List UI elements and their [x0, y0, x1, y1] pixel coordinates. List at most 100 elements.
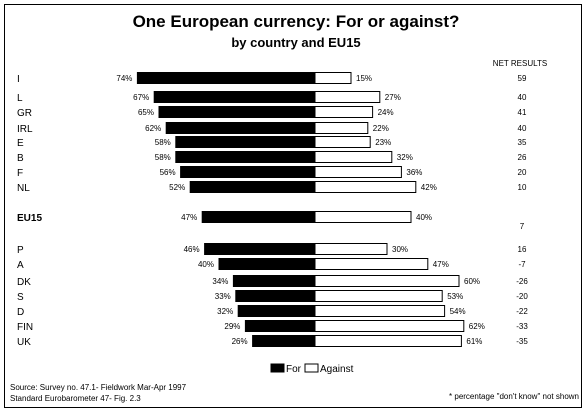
data-label-against: 42% [421, 183, 437, 192]
bar-against [314, 181, 417, 193]
bar-against [314, 211, 412, 223]
bar-for [232, 275, 316, 287]
net-result-value: 35 [518, 138, 527, 147]
net-result-value: 40 [518, 124, 527, 133]
category-label: A [17, 260, 24, 271]
bar-against [314, 91, 381, 103]
bar-against [314, 122, 369, 134]
category-label: NL [17, 183, 30, 194]
category-label: E [17, 138, 24, 149]
data-label-against: 32% [397, 153, 413, 162]
data-label-against: 61% [466, 337, 482, 346]
chart-frame [4, 4, 582, 408]
category-label: D [17, 307, 24, 318]
net-result-value: 10 [518, 183, 527, 192]
data-label-for: 56% [160, 168, 176, 177]
data-label-against: 22% [373, 124, 389, 133]
category-label: GR [17, 108, 32, 119]
chart-legend: For Against [270, 363, 354, 375]
bar-for [153, 91, 316, 103]
data-label-for: 26% [232, 337, 248, 346]
bar-against [314, 335, 462, 347]
footer-note: * percentage "don't know" not shown [449, 392, 579, 401]
data-label-against: 24% [378, 108, 394, 117]
bar-for [175, 136, 316, 148]
bar-against [314, 305, 446, 317]
net-result-value: -26 [516, 277, 528, 286]
category-label: I [17, 74, 20, 85]
category-label: DK [17, 277, 31, 288]
legend-against-swatch [304, 363, 319, 373]
bar-against [314, 320, 465, 332]
bar-for [175, 151, 316, 163]
bar-for [136, 72, 316, 84]
net-results-header: NET RESULTS [493, 59, 547, 68]
bar-against [314, 258, 429, 270]
bar-against [314, 136, 371, 148]
category-label: EU15 [17, 213, 42, 224]
net-result-value: -33 [516, 322, 528, 331]
category-label: L [17, 93, 23, 104]
bar-for [180, 166, 316, 178]
legend-for-swatch [270, 363, 285, 373]
bar-for [237, 305, 316, 317]
net-result-value: 26 [518, 153, 527, 162]
data-label-against: 62% [469, 322, 485, 331]
data-label-against: 60% [464, 277, 480, 286]
bar-against [314, 166, 402, 178]
data-label-against: 53% [447, 292, 463, 301]
legend-for-label: For [286, 364, 302, 375]
bar-for [201, 211, 316, 223]
category-label: FIN [17, 322, 33, 333]
footer-reference: Standard Eurobarometer 47- Fig. 2.3 [10, 394, 141, 403]
net-result-value: 16 [518, 245, 527, 254]
data-label-for: 52% [169, 183, 185, 192]
net-result-value: 59 [518, 74, 527, 83]
bar-against [314, 106, 374, 118]
data-label-for: 67% [133, 93, 149, 102]
data-label-against: 15% [356, 74, 372, 83]
category-label: S [17, 292, 24, 303]
data-label-against: 47% [433, 260, 449, 269]
bar-for [158, 106, 316, 118]
bar-for [235, 290, 316, 302]
footer-source: Source: Survey no. 47.1- Fieldwork Mar-A… [10, 383, 187, 392]
net-result-value: -20 [516, 292, 528, 301]
bar-against [314, 290, 443, 302]
data-label-against: 27% [385, 93, 401, 102]
data-label-for: 32% [217, 307, 233, 316]
category-label: P [17, 245, 24, 256]
category-label: UK [17, 337, 31, 348]
net-result-value: -35 [516, 337, 528, 346]
data-label-for: 29% [224, 322, 240, 331]
data-label-for: 34% [212, 277, 228, 286]
net-result-value: 7 [520, 222, 525, 231]
bar-against [314, 243, 388, 255]
data-label-for: 62% [145, 124, 161, 133]
data-label-for: 40% [198, 260, 214, 269]
bar-for [244, 320, 316, 332]
category-label: F [17, 168, 23, 179]
data-label-for: 58% [155, 138, 171, 147]
net-result-value: -7 [518, 260, 526, 269]
category-label: IRL [17, 124, 33, 135]
data-label-for: 46% [184, 245, 200, 254]
data-label-for: 74% [116, 74, 132, 83]
data-label-for: 65% [138, 108, 154, 117]
data-label-for: 33% [215, 292, 231, 301]
net-result-value: -22 [516, 307, 528, 316]
data-label-for: 58% [155, 153, 171, 162]
bar-for [189, 181, 316, 193]
data-label-against: 36% [406, 168, 422, 177]
bar-against [314, 72, 352, 84]
category-label: B [17, 153, 24, 164]
legend-against-label: Against [320, 364, 354, 375]
chart-rows: I 74% 15% 59 L 67% 27% 40 GR 65% 24% 41 IRL 62% 22% 40 E… [17, 72, 528, 348]
bar-against [314, 275, 460, 287]
net-result-value: 40 [518, 93, 527, 102]
bar-for [218, 258, 316, 270]
data-label-against: 40% [416, 213, 432, 222]
data-label-against: 54% [450, 307, 466, 316]
